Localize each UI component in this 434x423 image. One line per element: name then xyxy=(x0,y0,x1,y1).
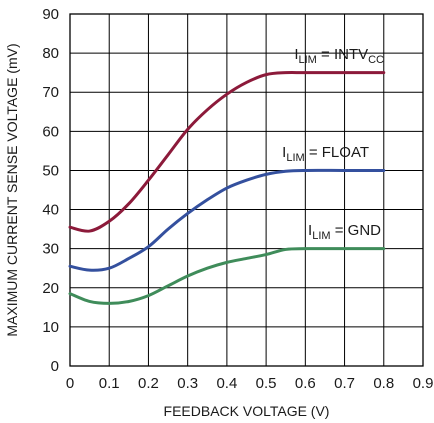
x-tick-label: 0.5 xyxy=(256,375,277,392)
x-tick-label: 0.6 xyxy=(295,375,316,392)
y-tick-labels: 0 10 20 30 40 50 60 70 80 90 xyxy=(42,6,59,375)
series-label-part: I xyxy=(308,222,312,239)
series-label-part: LIM xyxy=(312,230,330,242)
y-tick-label: 40 xyxy=(42,202,59,219)
x-tick-label: 0.8 xyxy=(373,375,394,392)
x-tick-label: 0.2 xyxy=(138,375,159,392)
y-tick-label: 20 xyxy=(42,280,59,297)
series-label-float: ILIM = FLOAT xyxy=(282,144,369,164)
series-label-part: = GND xyxy=(331,222,382,239)
y-tick-label: 10 xyxy=(42,319,59,336)
x-tick-label: 0 xyxy=(66,375,74,392)
y-tick-label: 60 xyxy=(42,123,59,140)
x-tick-label: 0.3 xyxy=(177,375,198,392)
series-line-intvcc xyxy=(68,71,386,233)
series-lines xyxy=(68,71,386,305)
grid xyxy=(70,14,423,366)
x-axis-title: FEEDBACK VOLTAGE (V) xyxy=(164,403,330,419)
series-label-part: LIM xyxy=(286,152,304,164)
y-tick-label: 80 xyxy=(42,45,59,62)
y-tick-label: 90 xyxy=(42,6,59,23)
series-line-float xyxy=(68,168,386,272)
y-tick-label: 50 xyxy=(42,162,59,179)
x-tick-labels: 0 0.1 0.2 0.3 0.4 0.5 0.6 0.7 0.8 0.9 xyxy=(66,375,434,392)
y-tick-label: 70 xyxy=(42,84,59,101)
x-tick-label: 0.9 xyxy=(413,375,434,392)
x-tick-label: 0.7 xyxy=(334,375,355,392)
series-line-gnd xyxy=(68,247,386,305)
y-tick-label: 30 xyxy=(42,241,59,258)
series-label-part: I xyxy=(294,46,298,63)
series-label-part: I xyxy=(282,144,286,161)
plot-frame xyxy=(69,13,424,367)
series-label-gnd: ILIM = GND xyxy=(308,222,381,242)
x-tick-label: 0.1 xyxy=(99,375,120,392)
series-label-part: = INTV xyxy=(317,46,368,63)
series-label-part: = FLOAT xyxy=(305,144,369,161)
series-label-intvcc: ILIM = INTVCC xyxy=(294,46,384,66)
y-axis-title: MAXIMUM CURRENT SENSE VOLTAGE (mV) xyxy=(4,43,20,336)
x-tick-label: 0.4 xyxy=(216,375,237,392)
y-tick-label: 0 xyxy=(51,358,59,375)
series-label-part: LIM xyxy=(299,54,317,66)
series-label-part: CC xyxy=(368,54,384,66)
